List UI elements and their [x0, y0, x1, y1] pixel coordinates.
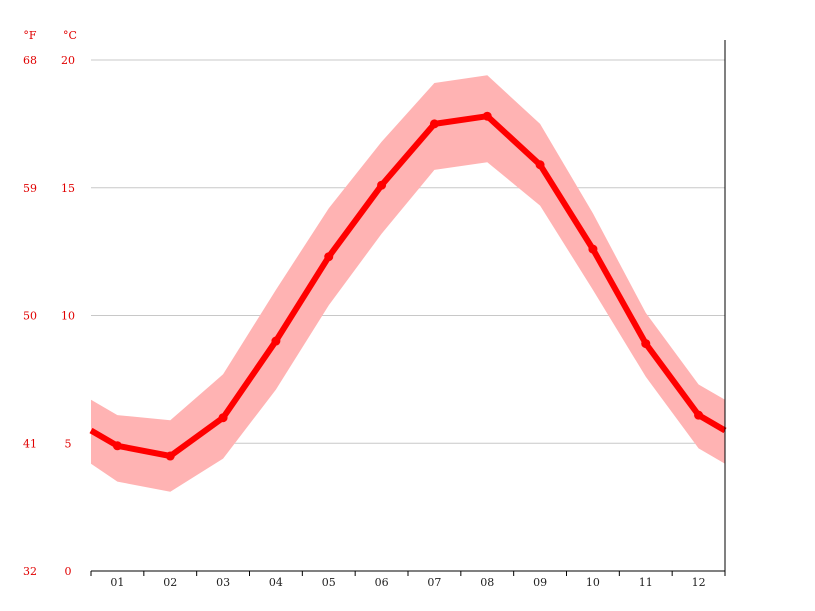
x-tick-label-05: 05 — [322, 576, 336, 589]
y-tick-c-5: 5 — [65, 437, 72, 450]
x-tick-label-10: 10 — [586, 576, 600, 589]
band-area — [91, 75, 725, 492]
x-tick-label-09: 09 — [533, 576, 547, 589]
x-tick-label-06: 06 — [375, 576, 389, 589]
y-tick-f-32: 32 — [23, 565, 37, 578]
x-axis: 01 02 03 04 05 06 07 08 09 10 11 12 — [90, 40, 726, 589]
y-tick-c-10: 10 — [61, 310, 75, 323]
data-point-08 — [482, 111, 492, 121]
temperature-range-band — [91, 75, 725, 492]
y-tick-c-20: 20 — [61, 54, 75, 67]
unit-celsius-label: °C — [63, 29, 77, 42]
y-tick-c-15: 15 — [61, 182, 75, 195]
temperature-series-line — [89, 113, 727, 459]
temperature-data-points — [112, 111, 704, 461]
data-point-03 — [218, 413, 228, 423]
y-axis-ticks: 32 0 41 5 50 10 59 15 68 20 — [23, 54, 75, 578]
unit-fahrenheit-label: °F — [23, 29, 37, 42]
x-tick-label-01: 01 — [110, 576, 124, 589]
y-tick-f-41: 41 — [23, 437, 37, 450]
x-tick-label-07: 07 — [427, 576, 441, 589]
data-point-04 — [271, 336, 281, 346]
x-tick-label-11: 11 — [639, 576, 653, 589]
data-point-06 — [377, 180, 387, 190]
x-tick-label-04: 04 — [269, 576, 283, 589]
data-point-05 — [324, 252, 334, 262]
x-tick-label-12: 12 — [692, 576, 706, 589]
series-polyline — [89, 113, 727, 459]
y-tick-f-50: 50 — [23, 310, 37, 323]
x-tick-label-08: 08 — [480, 576, 494, 589]
y-tick-c-0: 0 — [65, 565, 72, 578]
data-point-07 — [429, 119, 439, 129]
data-point-09 — [535, 160, 545, 170]
data-point-10 — [588, 244, 598, 254]
x-tick-label-02: 02 — [163, 576, 177, 589]
y-tick-f-68: 68 — [23, 54, 37, 67]
data-point-12 — [694, 410, 704, 420]
y-tick-f-59: 59 — [23, 182, 37, 195]
data-point-01 — [112, 441, 122, 451]
data-point-02 — [165, 451, 175, 461]
data-point-11 — [641, 339, 651, 349]
x-tick-label-03: 03 — [216, 576, 230, 589]
